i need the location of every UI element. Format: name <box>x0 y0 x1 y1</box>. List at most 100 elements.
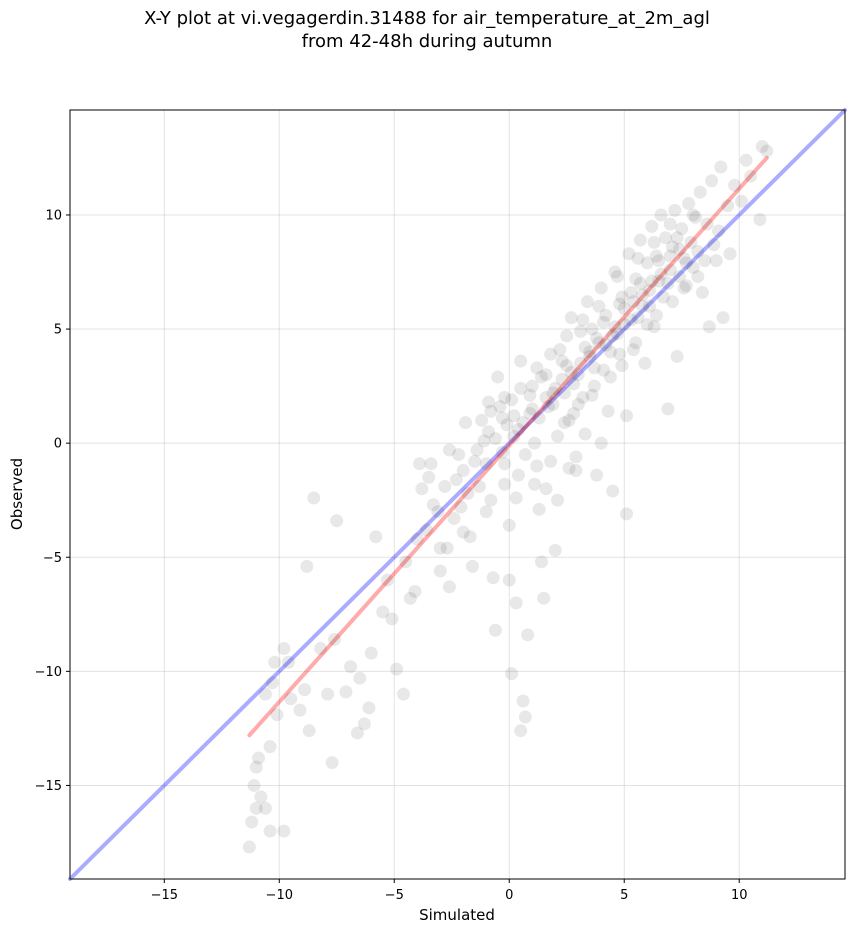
chart-title-line-1: X-Y plot at vi.vegagerdin.31488 for air_… <box>144 8 710 29</box>
scatter-point <box>433 541 447 555</box>
scatter-point <box>369 530 383 544</box>
scatter-point <box>350 726 364 740</box>
scatter-point <box>442 580 456 594</box>
scatter-point <box>293 703 307 717</box>
regression-line <box>247 155 769 738</box>
scatter-point <box>629 272 643 286</box>
y-tick-label: −15 <box>35 779 62 794</box>
scatter-point <box>500 418 514 432</box>
scatter-point <box>677 281 691 295</box>
scatter-point <box>438 480 452 494</box>
scatter-point <box>516 694 530 708</box>
x-axis-label: Simulated <box>419 906 495 924</box>
scatter-point <box>502 573 516 587</box>
scatter-point <box>661 402 675 416</box>
scatter-point <box>422 470 436 484</box>
y-tick-label: −5 <box>43 551 62 566</box>
scatter-point <box>364 646 378 660</box>
scatter-point <box>661 276 675 290</box>
reference-lines <box>68 108 847 881</box>
scatter-point <box>456 464 470 478</box>
scatter-point <box>689 210 703 224</box>
scatter-point <box>353 671 367 685</box>
scatter-point <box>574 324 588 338</box>
scatter-point <box>585 388 599 402</box>
scatter-point <box>691 270 705 284</box>
chart-title-line-2: from 42-48h during autumn <box>301 31 553 52</box>
scatter-point <box>528 477 542 491</box>
scatter-point <box>620 409 634 423</box>
scatter-point <box>357 717 371 731</box>
scatter-point <box>633 276 647 290</box>
scatter-point <box>624 313 638 327</box>
scatter-point <box>447 511 461 525</box>
scatter-point <box>498 477 512 491</box>
scatter-point <box>505 393 519 407</box>
scatter-point <box>647 320 661 334</box>
scatter-point <box>735 194 749 208</box>
scatter-point <box>488 432 502 446</box>
scatter-point <box>571 397 585 411</box>
scatter-point <box>610 327 624 341</box>
scatter-point <box>511 468 525 482</box>
scatter-point <box>249 760 263 774</box>
scatter-point <box>468 454 482 468</box>
y-tick-label: 5 <box>54 323 62 338</box>
scatter-point <box>534 555 548 569</box>
scatter-point <box>608 320 622 334</box>
scatter-point <box>675 222 689 236</box>
scatter-point <box>548 381 562 395</box>
scatter-point <box>643 283 657 297</box>
scatter-point <box>691 244 705 258</box>
scatter-point <box>505 667 519 681</box>
scatter-point <box>452 448 466 462</box>
scatter-point <box>525 379 539 393</box>
scatter-point <box>302 724 316 738</box>
scatter-point <box>606 329 620 343</box>
scatter-point <box>521 628 535 642</box>
scatter-point <box>659 231 673 245</box>
scatter-point <box>482 395 496 409</box>
scatter-point <box>514 724 528 738</box>
scatter-point <box>672 242 686 256</box>
scatter-point <box>670 231 684 245</box>
scatter-point <box>330 514 344 528</box>
scatter-point <box>608 265 622 279</box>
scatter-point <box>470 443 484 457</box>
scatter-point <box>626 295 640 309</box>
scatter-point <box>633 233 647 247</box>
scatter-point <box>613 347 627 361</box>
scatter-point <box>431 505 445 519</box>
scatter-point <box>376 605 390 619</box>
scatter-point <box>553 343 567 357</box>
scatter-point <box>698 254 712 268</box>
scatter-point <box>442 443 456 457</box>
scatter-point <box>603 370 617 384</box>
scatter-point <box>263 824 277 838</box>
scatter-point <box>390 662 404 676</box>
scatter-point <box>583 349 597 363</box>
scatter-point <box>555 372 569 386</box>
scatter-point <box>380 573 394 587</box>
scatter-point <box>518 448 532 462</box>
scatter-point <box>560 329 574 343</box>
scatter-point <box>511 422 525 436</box>
scatter-point <box>580 295 594 309</box>
scatter-point <box>760 144 774 158</box>
scatter-point <box>339 685 353 699</box>
scatter-point <box>307 491 321 505</box>
scatter-point <box>645 274 659 288</box>
identity-line <box>68 108 847 881</box>
scatter-point <box>532 411 546 425</box>
scatter-point <box>385 612 399 626</box>
scatter-point <box>491 370 505 384</box>
scatter-point <box>265 676 279 690</box>
scatter-point <box>516 416 530 430</box>
scatter-point <box>615 290 629 304</box>
scatter-point <box>479 457 493 471</box>
scatter-point <box>578 340 592 354</box>
scatter-point <box>647 235 661 249</box>
scatter-point <box>638 356 652 370</box>
scatter-point <box>548 543 562 557</box>
